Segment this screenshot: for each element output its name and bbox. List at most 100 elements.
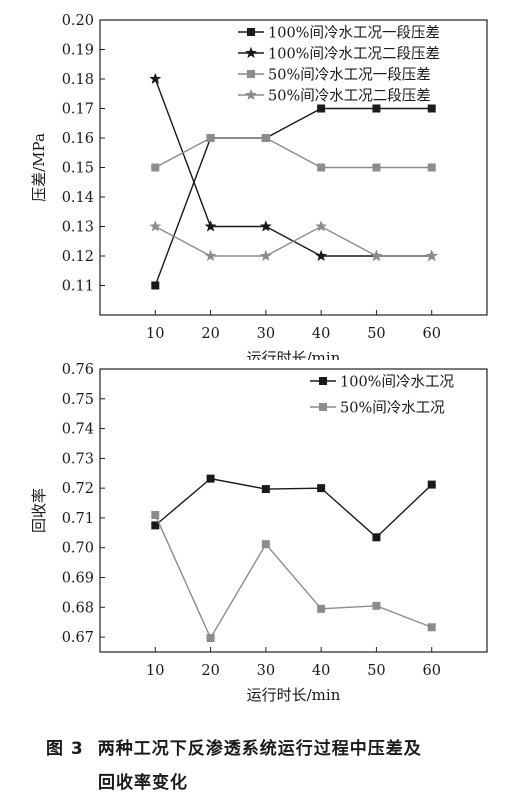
x-axis-label: 运行时长/min: [247, 349, 341, 360]
legend-marker: [245, 88, 257, 101]
x-tick-label: 60: [422, 663, 440, 679]
y-tick-label: 0.70: [62, 541, 94, 557]
data-point: [427, 104, 436, 113]
legend-label: 100%间冷水工况一段压差: [268, 25, 440, 42]
legend-marker: [319, 377, 327, 385]
legend-label: 50%间冷水工况: [340, 400, 445, 417]
data-point: [149, 72, 162, 85]
series-line: [154, 477, 433, 539]
legend-marker: [247, 28, 255, 36]
data-point: [151, 163, 160, 172]
data-point: [372, 601, 381, 610]
series-line: [154, 107, 432, 286]
y-tick-label: 0.17: [62, 102, 94, 118]
x-tick-label: 20: [201, 663, 219, 679]
legend-marker: [245, 46, 257, 59]
caption-line-2: 回收率变化: [98, 773, 188, 793]
y-tick-label: 0.18: [62, 72, 94, 88]
y-axis-label: 回收率: [30, 488, 48, 533]
x-tick-label: 20: [201, 326, 219, 342]
x-tick-label: 60: [422, 326, 440, 342]
y-tick-label: 0.11: [62, 279, 94, 295]
x-tick-label: 10: [146, 663, 164, 679]
y-axis-label: 压差/MPa: [30, 133, 48, 202]
x-tick-label: 30: [257, 326, 275, 342]
legend-label: 100%间冷水工况二段压差: [268, 46, 440, 63]
x-tick-label: 40: [312, 326, 330, 342]
data-point: [261, 540, 270, 549]
data-point: [372, 533, 381, 542]
data-point: [425, 249, 438, 262]
caption-line-1: 两种工况下反渗透系统运行过程中压差及: [97, 739, 422, 759]
y-tick-label: 0.13: [62, 220, 94, 236]
pressure-difference-chart: 0.11 0.12 0.13 0.14 0.15 0.16 0.17 0.18 0.19 0.20…: [30, 13, 488, 360]
legend-marker: [247, 70, 255, 78]
legend-entry: 100%间冷水工况一段压差: [238, 25, 440, 42]
series-line: [154, 137, 432, 169]
data-point: [149, 220, 162, 232]
x-tick-label: 50: [367, 326, 385, 342]
legend-marker: [319, 403, 327, 411]
y-tick-label: 0.16: [62, 131, 94, 147]
legend-label: 100%间冷水工况: [340, 374, 454, 391]
data-point: [315, 220, 328, 232]
figure-caption: 图 3 两种工况下反渗透系统运行过程中压差及 回收率变化: [46, 732, 506, 800]
series-line: [154, 514, 432, 640]
data-point: [317, 484, 326, 493]
data-point: [151, 521, 160, 530]
y-tick-label: 0.75: [62, 392, 94, 408]
series-2: [151, 510, 436, 642]
y-tick-label: 0.68: [62, 600, 94, 616]
data-point: [317, 163, 326, 172]
data-point: [427, 480, 436, 489]
data-point: [317, 104, 326, 113]
data-point: [151, 281, 160, 290]
y-tick-label: 0.14: [62, 190, 94, 206]
y-tick-label: 0.69: [62, 571, 94, 587]
series-1: [151, 104, 436, 290]
y-tick-label: 0.71: [62, 511, 94, 527]
legend-entry: 100%间冷水工况二段压差: [238, 46, 440, 63]
legend-label: 50%间冷水工况一段压差: [268, 67, 431, 84]
y-tick-label: 0.73: [62, 451, 94, 467]
y-tick-label: 0.20: [62, 13, 94, 29]
recovery-rate-chart: 0.67 0.68 0.69 0.70 0.71 0.72 0.73 0.74 0.75 0.76…: [30, 362, 488, 704]
x-tick-label: 30: [257, 663, 275, 679]
data-point: [315, 249, 328, 262]
y-tick-label: 0.72: [62, 481, 94, 497]
y-tick-label: 0.74: [62, 422, 94, 438]
data-point: [261, 134, 270, 142]
legend-entry: 100%间冷水工况: [310, 374, 454, 391]
legend-entry: 50%间冷水工况: [310, 400, 445, 417]
data-point: [259, 220, 272, 232]
series-3: [151, 134, 436, 172]
plot-frame: [99, 368, 488, 653]
data-point: [259, 249, 272, 262]
y-tick-label: 0.12: [62, 249, 94, 265]
legend-entry: 50%间冷水工况二段压差: [238, 88, 431, 105]
y-tick-label: 0.15: [62, 161, 94, 177]
data-point: [204, 220, 217, 232]
data-point: [261, 485, 270, 494]
legend-entry: 50%间冷水工况一段压差: [238, 67, 431, 84]
x-tick-label: 10: [146, 326, 164, 342]
series-1: [151, 474, 436, 542]
data-point: [206, 474, 215, 483]
data-point: [370, 249, 383, 262]
y-tick-label: 0.67: [62, 630, 94, 646]
data-point: [427, 623, 436, 632]
data-point: [317, 604, 326, 613]
x-axis-label: 运行时长/min: [247, 686, 341, 704]
series-4: [149, 220, 438, 262]
data-point: [206, 134, 215, 142]
data-point: [204, 249, 217, 262]
data-point: [206, 633, 215, 642]
x-tick-label: 50: [367, 663, 385, 679]
data-point: [372, 104, 381, 113]
y-tick-label: 0.19: [62, 43, 94, 59]
x-tick-label: 40: [312, 663, 330, 679]
series-line: [154, 225, 432, 257]
data-point: [372, 163, 381, 172]
data-point: [151, 510, 160, 519]
y-tick-label: 0.76: [62, 362, 94, 378]
